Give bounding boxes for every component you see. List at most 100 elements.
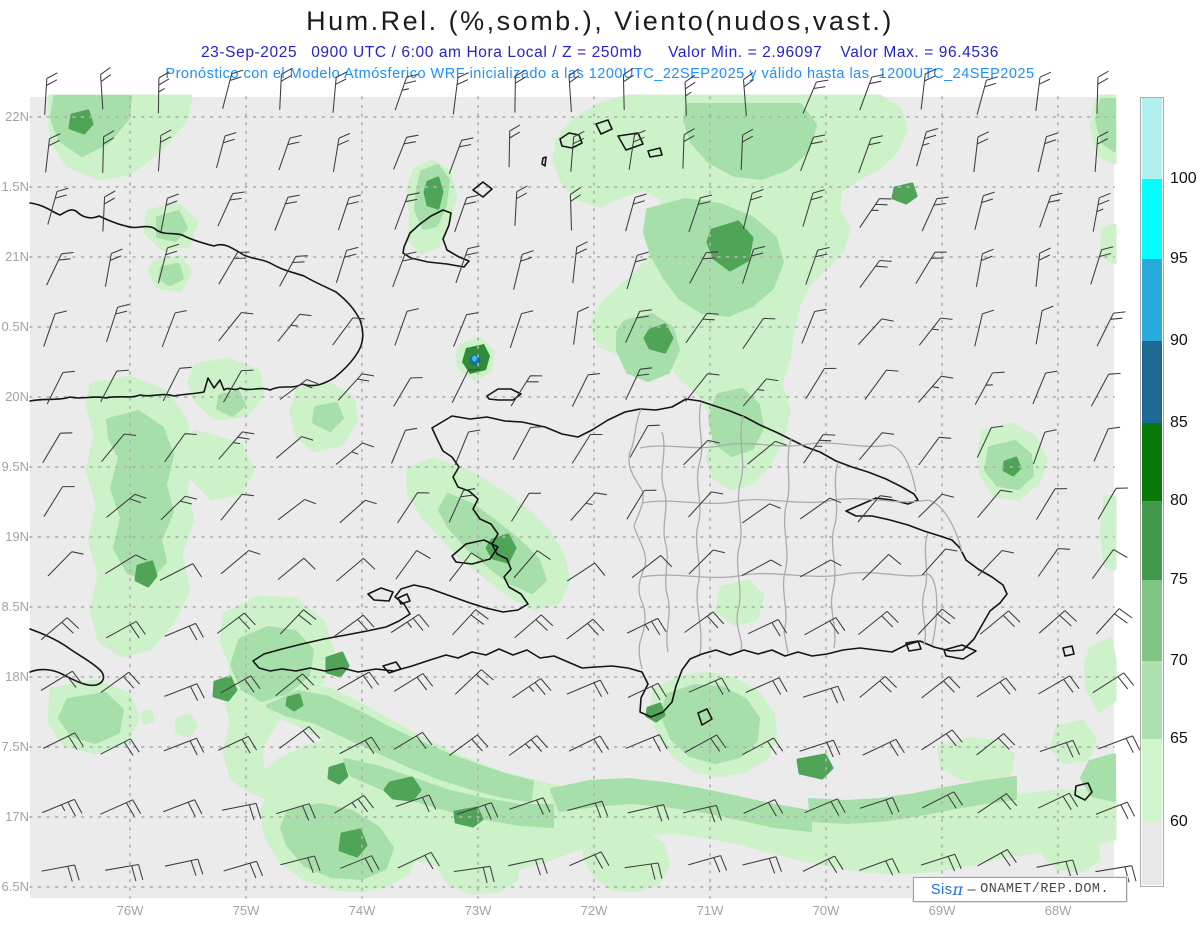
colorbar-segment-8: [1142, 739, 1162, 823]
wind-barb: [448, 488, 476, 523]
wind-barb: [223, 369, 254, 403]
wind-barb: [629, 424, 660, 458]
wind-barb: [46, 370, 75, 405]
wind-barb: [918, 436, 952, 466]
wind-barb: [512, 678, 552, 699]
watermark-pi-icon: π: [952, 880, 964, 899]
wind-barb: [157, 71, 170, 114]
wind-barb: [1035, 488, 1068, 520]
wind-barb: [220, 550, 261, 575]
wind-barb: [279, 609, 317, 635]
wind-barb: [569, 851, 610, 869]
colorbar-segment-0: [1142, 98, 1162, 180]
wind-barb: [164, 622, 204, 641]
wind-barb: [1039, 192, 1063, 228]
lat-label-9.5N: 9.5N: [1, 459, 29, 474]
page-title: Hum.Rel. (%,somb.), Viento(nudos,vast.): [306, 6, 894, 36]
wind-barb: [1090, 246, 1114, 285]
wind-barb: [218, 251, 250, 285]
wind-barb: [857, 495, 892, 523]
province-boundaries: [628, 402, 963, 670]
wind-barb: [684, 611, 725, 633]
watermark-box: Sis π – ONAMET/REP.DOM.: [913, 877, 1127, 902]
lat-label-18N: 18N: [5, 669, 29, 684]
wind-barb: [570, 130, 585, 172]
wind-barb: [799, 559, 842, 578]
wind-barb: [332, 132, 351, 173]
wind-barb: [973, 131, 990, 173]
lon-label-76W: 76W: [116, 903, 144, 918]
lon-label-71W: 71W: [696, 903, 724, 918]
wind-barb: [509, 310, 534, 348]
island-caicos-2: [595, 119, 613, 135]
wind-barb: [741, 559, 782, 577]
wind-barb: [742, 72, 755, 117]
wind-barbs: [40, 67, 1141, 884]
wind-barb: [684, 734, 727, 753]
wind-barb: [448, 552, 486, 582]
wind-barb: [163, 737, 205, 756]
wind-barb: [631, 554, 673, 579]
wind-barb: [568, 68, 580, 112]
wind-barb: [625, 309, 652, 343]
wind-barb: [335, 442, 374, 465]
wind-barb: [743, 799, 784, 817]
model-init-line: Pronóstico con el Modelo Atmósferico WRF…: [165, 66, 1035, 82]
wind-barb: [453, 312, 479, 347]
wind-barb: [40, 617, 80, 641]
wind-barb: [682, 128, 695, 169]
wind-barb: [920, 853, 962, 872]
island-gonave: [451, 539, 499, 565]
wind-barb: [745, 677, 788, 695]
wind-barb: [799, 497, 842, 520]
wind-barb: [1039, 739, 1081, 758]
lat-label-17N: 17N: [5, 809, 29, 824]
wind-barb: [1032, 370, 1058, 405]
wind-barb: [397, 851, 440, 870]
wind-barb: [335, 246, 359, 283]
wind-barb: [513, 550, 551, 579]
wind-barb: [160, 495, 198, 521]
colorbar-tick-75: 75: [1170, 571, 1188, 588]
wind-barb: [742, 737, 784, 756]
wind-barb: [622, 67, 634, 110]
wind-barb: [974, 371, 1005, 405]
wind-barb: [279, 726, 321, 749]
wind-barb: [976, 677, 1017, 698]
wind-barb: [858, 432, 895, 461]
wind-barb: [393, 377, 423, 407]
lon-label-69W: 69W: [928, 903, 956, 918]
wind-barb: [100, 369, 129, 403]
island-vache: [382, 661, 402, 674]
wind-barb: [1038, 675, 1080, 695]
wind-barb: [571, 373, 601, 407]
lon-label-68W: 68W: [1044, 903, 1072, 918]
colorbar-tick-60: 60: [1170, 813, 1188, 830]
wind-barb: [742, 317, 776, 349]
wind-barb: [921, 196, 949, 232]
wind-barb: [572, 241, 588, 284]
wind-barb: [624, 862, 663, 880]
wind-barb: [279, 67, 293, 110]
colorbar-tick-90: 90: [1170, 332, 1188, 349]
wind-barb: [1096, 608, 1133, 635]
lon-label-75W: 75W: [232, 903, 260, 918]
coastline-hispaniola: [252, 398, 1008, 718]
wind-barb: [274, 194, 300, 231]
wind-barb: [859, 797, 900, 815]
wind-barb: [800, 134, 826, 172]
wind-barb: [1095, 865, 1137, 883]
wind-barb: [918, 317, 953, 346]
wind-barb: [625, 734, 668, 752]
wind-barb: [394, 73, 419, 111]
wind-barb: [1094, 131, 1109, 172]
wind-barb: [1037, 792, 1079, 811]
wind-barb: [395, 550, 431, 580]
colorbar-tick-65: 65: [1170, 730, 1188, 747]
coastline-jamaica: [29, 628, 105, 687]
lon-label-74W: 74W: [348, 903, 376, 918]
wind-barb: [47, 187, 69, 225]
wind-barb: [862, 553, 902, 581]
wind-barb: [1038, 610, 1077, 634]
